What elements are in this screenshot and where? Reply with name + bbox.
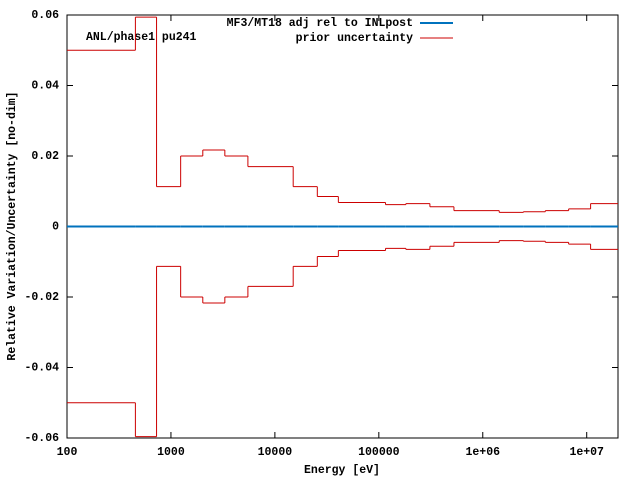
x-tick-label: 100000 bbox=[358, 446, 400, 459]
y-tick-label: 0.04 bbox=[31, 80, 59, 93]
y-axis-label: Relative Variation/Uncertainty [no-dim] bbox=[6, 91, 19, 360]
y-tick-label: 0.06 bbox=[31, 9, 59, 22]
x-tick-label: 1e+06 bbox=[466, 446, 501, 459]
x-tick-label: 1000 bbox=[157, 446, 185, 459]
x-tick-label: 10000 bbox=[258, 446, 293, 459]
y-tick-label: 0.02 bbox=[31, 150, 59, 163]
legend-label: MF3/MT18 adj rel to INLpost bbox=[227, 17, 413, 30]
y-tick-label: -0.06 bbox=[24, 432, 59, 445]
x-tick-label: 1e+07 bbox=[569, 446, 604, 459]
y-tick-label: 0 bbox=[52, 221, 59, 234]
x-tick-label: 100 bbox=[57, 446, 78, 459]
y-tick-label: -0.02 bbox=[24, 291, 59, 304]
annotation: ANL/phase1 pu241 bbox=[86, 31, 197, 44]
x-axis-label: Energy [eV] bbox=[304, 464, 380, 477]
legend-label: prior uncertainty bbox=[296, 32, 413, 45]
y-tick-label: -0.04 bbox=[24, 362, 59, 375]
